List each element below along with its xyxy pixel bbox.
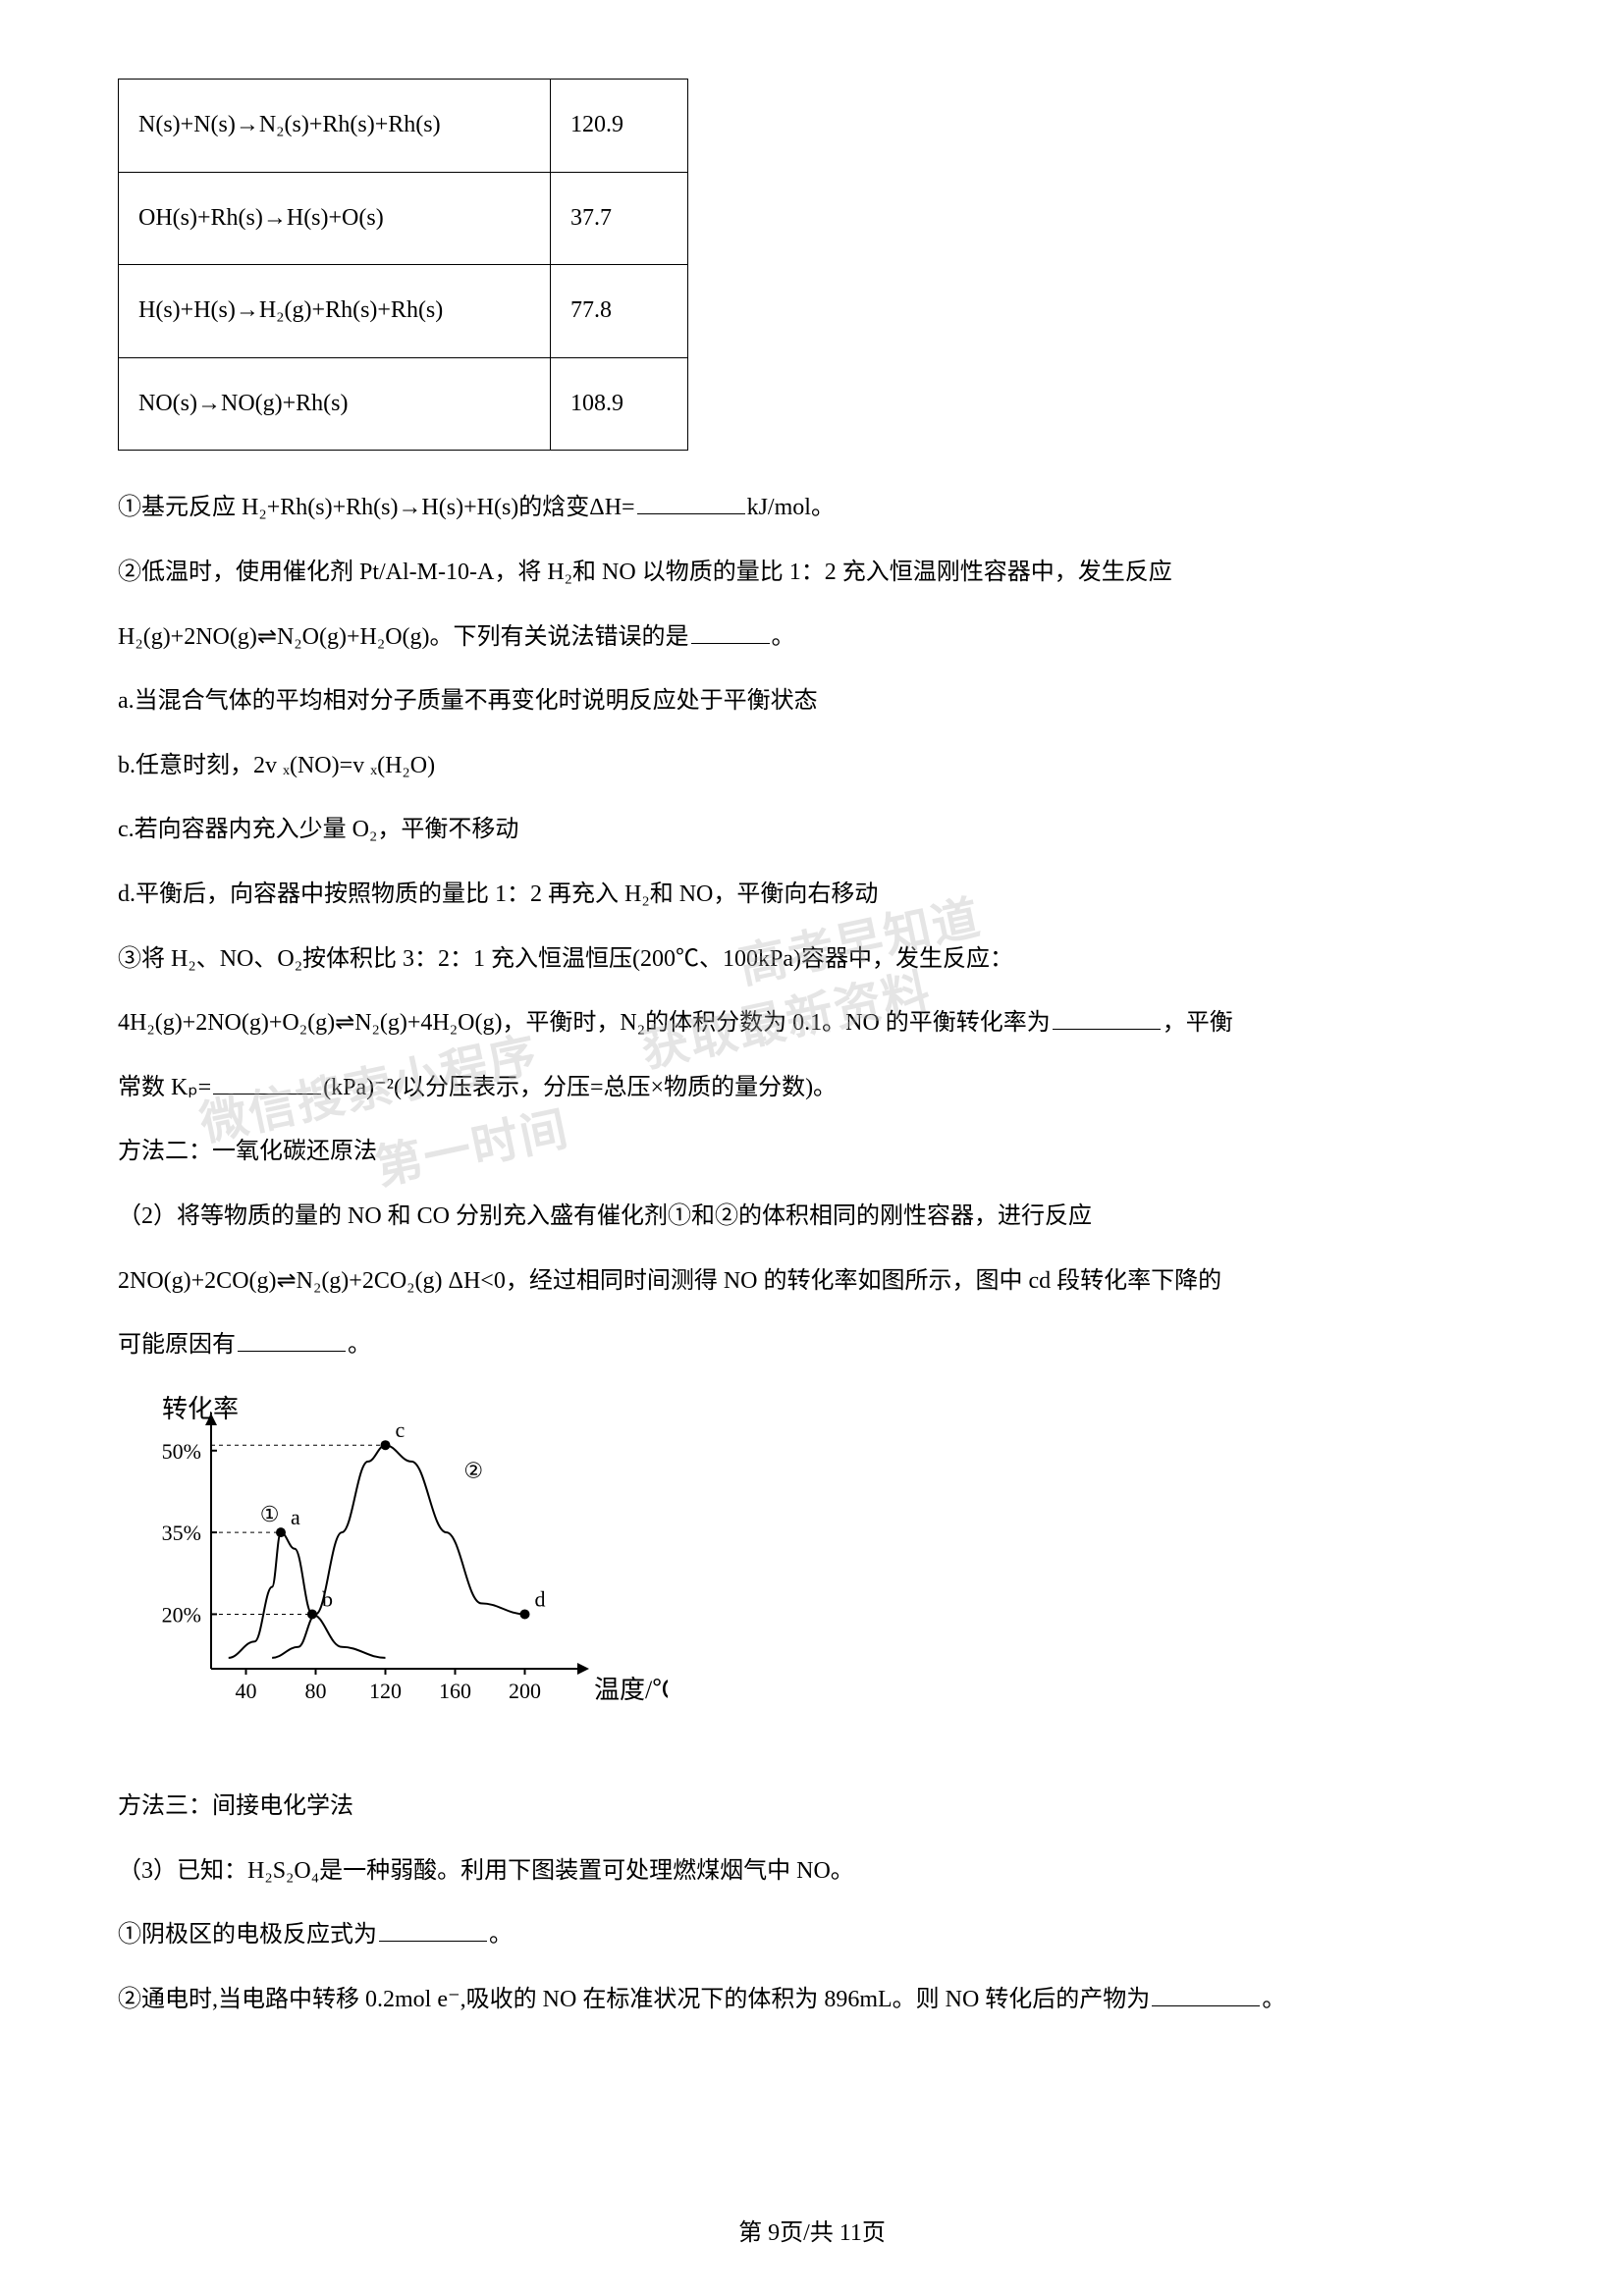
table-row: N(s)+N(s)→N₂(s)+Rh(s)+Rh(s) 120.9: [119, 80, 688, 173]
question-3c: 常数 Kₚ= (kPa)⁻²(以分压表示，分压=总压×物质的量分数)。: [118, 1060, 1506, 1117]
table-row: H(s)+H(s)→H₂(g)+Rh(s)+Rh(s) 77.8: [119, 265, 688, 358]
svg-text:①: ①: [260, 1502, 280, 1526]
q3c-post: (kPa)⁻²(以分压表示，分压=总压×物质的量分数)。: [323, 1075, 837, 1100]
reaction-table: N(s)+N(s)→N₂(s)+Rh(s)+Rh(s) 120.9 OH(s)+…: [118, 79, 688, 451]
q2-3-post: 。: [348, 1332, 371, 1358]
svg-text:40: 40: [236, 1679, 257, 1703]
svg-text:温度/℃: 温度/℃: [594, 1676, 668, 1704]
blank-input: [238, 1328, 346, 1352]
option-c: c.若向容器内充入少量 O₂，平衡不移动: [118, 802, 1506, 859]
svg-text:50%: 50%: [162, 1438, 201, 1463]
blank-input: [1152, 1983, 1260, 2006]
question-2-2: 2NO(g)+2CO(g)⇌N₂(g)+2CO₂(g) ΔH<0，经过相同时间测…: [118, 1254, 1506, 1310]
method-3-title: 方法三：间接电化学法: [118, 1779, 1506, 1836]
table-row: NO(s)→NO(g)+Rh(s) 108.9: [119, 357, 688, 451]
question-3-3: ②通电时,当电路中转移 0.2mol e⁻,吸收的 NO 在标准状况下的体积为 …: [118, 1972, 1506, 2029]
reaction-cell: N(s)+N(s)→N₂(s)+Rh(s)+Rh(s): [119, 80, 551, 173]
q3-3-pre: ②通电时,当电路中转移 0.2mol e⁻,吸收的 NO 在标准状况下的体积为 …: [118, 1987, 1150, 2012]
q3-3-post: 。: [1262, 1987, 1285, 2012]
table-row: OH(s)+Rh(s)→H(s)+O(s) 37.7: [119, 172, 688, 265]
conversion-chart: 20%35%50%4080120160200转化率温度/℃ab①cd②: [118, 1394, 1506, 1750]
reaction-cell: H(s)+H(s)→H₂(g)+Rh(s)+Rh(s): [119, 265, 551, 358]
option-d: d.平衡后，向容器中按照物质的量比 1：2 再充入 H₂和 NO，平衡向右移动: [118, 867, 1506, 924]
q2b-post: 。: [772, 624, 795, 650]
page-content: N(s)+N(s)→N₂(s)+Rh(s)+Rh(s) 120.9 OH(s)+…: [118, 79, 1506, 2029]
svg-text:转化率: 转化率: [162, 1395, 239, 1423]
svg-text:20%: 20%: [162, 1602, 201, 1627]
q1-text: ①基元反应 H₂+Rh(s)+Rh(s)→H(s)+H(s)的焓变ΔH=: [118, 495, 635, 520]
q3-2-pre: ①阴极区的电极反应式为: [118, 1922, 377, 1948]
question-3a: ③将 H₂、NO、O₂按体积比 3：2：1 充入恒温恒压(200℃、100kPa…: [118, 932, 1506, 988]
svg-text:d: d: [535, 1586, 546, 1611]
value-cell: 37.7: [551, 172, 688, 265]
svg-text:120: 120: [369, 1679, 402, 1703]
q2b-pre: H₂(g)+2NO(g)⇌N₂O(g)+H₂O(g)。下列有关说法错误的是: [118, 624, 689, 650]
svg-text:②: ②: [463, 1458, 483, 1482]
value-cell: 108.9: [551, 357, 688, 451]
question-2-3: 可能原因有 。: [118, 1317, 1506, 1374]
question-2-1: （2）将等物质的量的 NO 和 CO 分别充入盛有催化剂①和②的体积相同的刚性容…: [118, 1189, 1506, 1246]
svg-text:a: a: [291, 1505, 300, 1529]
question-3-2: ①阴极区的电极反应式为 。: [118, 1907, 1506, 1964]
value-cell: 120.9: [551, 80, 688, 173]
blank-input: [1053, 1006, 1161, 1030]
reaction-cell: NO(s)→NO(g)+Rh(s): [119, 357, 551, 451]
value-cell: 77.8: [551, 265, 688, 358]
reaction-cell: OH(s)+Rh(s)→H(s)+O(s): [119, 172, 551, 265]
question-3-1: （3）已知：H₂S₂O₄是一种弱酸。利用下图装置可处理燃煤烟气中 NO。: [118, 1843, 1506, 1900]
question-3b: 4H₂(g)+2NO(g)+O₂(g)⇌N₂(g)+4H₂O(g)，平衡时，N₂…: [118, 995, 1506, 1052]
svg-text:80: 80: [305, 1679, 327, 1703]
option-a: a.当混合气体的平均相对分子质量不再变化时说明反应处于平衡状态: [118, 673, 1506, 730]
blank-input: [691, 620, 770, 644]
svg-text:35%: 35%: [162, 1521, 201, 1545]
q3b-post: ，平衡: [1163, 1010, 1233, 1036]
svg-text:200: 200: [509, 1679, 541, 1703]
question-2b: H₂(g)+2NO(g)⇌N₂O(g)+H₂O(g)。下列有关说法错误的是 。: [118, 610, 1506, 667]
svg-text:c: c: [396, 1417, 406, 1442]
chart-svg: 20%35%50%4080120160200转化率温度/℃ab①cd②: [118, 1394, 668, 1728]
page-footer: 第 9页/共 11页: [0, 2213, 1624, 2247]
q2-3-pre: 可能原因有: [118, 1332, 236, 1358]
q3-2-post: 。: [489, 1922, 513, 1948]
blank-input: [637, 491, 745, 514]
q3c-pre: 常数 Kₚ=: [118, 1075, 211, 1100]
option-b: b.任意时刻，2v ₓ(NO)=v ₓ(H₂O): [118, 738, 1506, 795]
question-2a: ②低温时，使用催化剂 Pt/Al-M-10-A，将 H₂和 NO 以物质的量比 …: [118, 545, 1506, 602]
q1-unit: kJ/mol。: [747, 495, 835, 520]
blank-input: [213, 1071, 321, 1095]
q3b-pre: 4H₂(g)+2NO(g)+O₂(g)⇌N₂(g)+4H₂O(g)，平衡时，N₂…: [118, 1010, 1051, 1036]
method-2-title: 方法二：一氧化碳还原法: [118, 1124, 1506, 1181]
svg-text:160: 160: [439, 1679, 471, 1703]
blank-input: [379, 1918, 487, 1942]
question-1: ①基元反应 H₂+Rh(s)+Rh(s)→H(s)+H(s)的焓变ΔH= kJ/m…: [118, 480, 1506, 537]
